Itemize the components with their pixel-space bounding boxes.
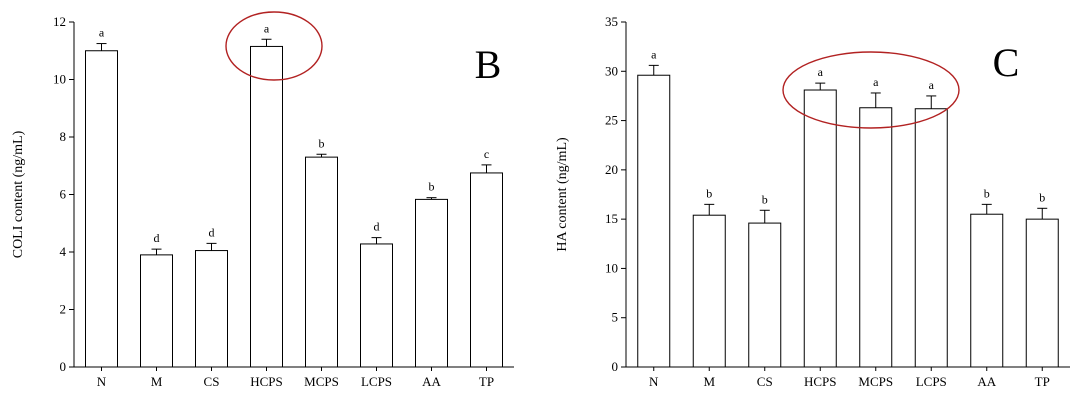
bar-aa: [415, 198, 448, 368]
y-tick-label: 20: [605, 162, 618, 177]
panel-letter: B: [475, 42, 502, 87]
y-axis-label: HA content (ng/mL): [555, 137, 570, 252]
significance-letter: a: [873, 75, 879, 89]
bar-cs: [748, 222, 782, 368]
significance-letter: b: [984, 186, 990, 200]
x-tick-label: MCPS: [304, 374, 339, 389]
significance-letter: b: [762, 192, 768, 206]
y-tick-label: 10: [53, 72, 66, 87]
bar-mcps: [859, 107, 893, 368]
highlight-ellipse: [225, 11, 323, 81]
panel-b-coli-chart: 0 2 4 6 8 10 12 COLI content (ng/mL) a Nd Md CS a HCP…: [11, 11, 514, 389]
bar-m: [692, 214, 726, 368]
bar-lcps: [914, 108, 948, 368]
bar-m: [140, 254, 173, 368]
bar-aa: [970, 213, 1004, 368]
x-tick-label: MCPS: [858, 374, 893, 389]
y-tick-label: 6: [60, 187, 67, 202]
x-tick-label: LCPS: [361, 374, 392, 389]
x-tick-label: N: [97, 374, 107, 389]
significance-letter: d: [154, 231, 160, 245]
significance-letter: d: [209, 225, 215, 239]
y-tick-label: 2: [60, 302, 67, 317]
x-tick-label: AA: [977, 374, 996, 389]
y-tick-label: 10: [605, 260, 618, 275]
y-tick-label: 25: [605, 113, 618, 128]
y-tick-label: 8: [60, 129, 67, 144]
y-axis-label: COLI content (ng/mL): [11, 130, 26, 258]
x-tick-label: TP: [479, 374, 494, 389]
y-tick-label: 4: [60, 244, 67, 259]
y-tick-label: 0: [612, 359, 619, 374]
bar-n: [85, 50, 118, 368]
significance-letter: b: [1039, 190, 1045, 204]
y-tick-label: 35: [605, 14, 618, 29]
significance-letter: a: [264, 21, 270, 35]
y-tick-label: 12: [53, 14, 66, 29]
bar-hcps: [250, 45, 283, 368]
y-tick-label: 0: [60, 359, 67, 374]
highlight-ellipse: [782, 51, 960, 129]
bar-cs: [195, 250, 228, 368]
x-tick-label: CS: [204, 374, 220, 389]
y-tick-label: 30: [605, 63, 618, 78]
significance-letter: b: [319, 136, 325, 150]
significance-letter: b: [706, 186, 712, 200]
panel-letter: C: [993, 40, 1020, 85]
x-tick-label: TP: [1035, 374, 1050, 389]
significance-letter: c: [484, 147, 489, 161]
x-tick-label: CS: [757, 374, 773, 389]
significance-letter: b: [429, 180, 435, 194]
bar-n: [637, 74, 671, 368]
x-tick-label: N: [649, 374, 659, 389]
x-tick-label: M: [151, 374, 163, 389]
bar-mcps: [305, 156, 338, 368]
significance-letter: a: [818, 65, 824, 79]
panel-c-ha-chart: 0 5 10 15 20 25 30 35 HA content (ng/mL) a Nb Mb CS a…: [555, 14, 1070, 389]
significance-letter: a: [99, 26, 105, 40]
bar-tp: [470, 172, 503, 368]
x-tick-label: HCPS: [804, 374, 837, 389]
x-tick-label: HCPS: [250, 374, 283, 389]
significance-letter: d: [374, 220, 380, 234]
y-tick-label: 15: [605, 211, 618, 226]
significance-letter: a: [651, 47, 657, 61]
bar-tp: [1025, 218, 1059, 368]
x-tick-label: LCPS: [916, 374, 947, 389]
bar-hcps: [803, 89, 837, 368]
x-tick-label: M: [703, 374, 715, 389]
significance-letter: a: [929, 78, 935, 92]
y-tick-label: 5: [612, 310, 619, 325]
bar-lcps: [360, 243, 393, 368]
x-tick-label: AA: [422, 374, 441, 389]
